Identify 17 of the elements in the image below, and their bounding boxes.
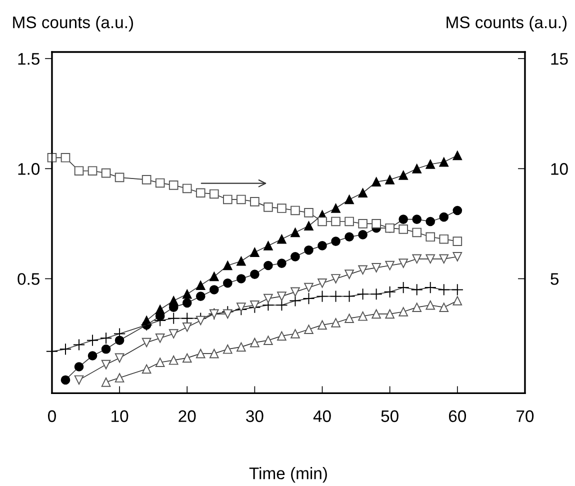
y2-tick-label: 5 bbox=[550, 273, 559, 285]
y2-axis-title: MS counts (a.u.) bbox=[446, 16, 567, 32]
x-tick-label: 50 bbox=[381, 410, 398, 422]
x-tick-label: 60 bbox=[448, 410, 466, 422]
x-tick-label: 10 bbox=[112, 410, 128, 422]
y-tick-label: 1.0 bbox=[18, 163, 40, 175]
x-tick-label: 70 bbox=[516, 410, 534, 422]
y2-tick-label: 10 bbox=[551, 163, 568, 175]
x-tick-label: 30 bbox=[246, 410, 264, 422]
y-axis-title: MS counts (a.u.) bbox=[13, 16, 134, 32]
x-tick-label: 0 bbox=[48, 410, 56, 422]
y-tick-label: 1.5 bbox=[18, 53, 40, 65]
x-tick-label: 40 bbox=[313, 410, 331, 422]
x-tick-label: 20 bbox=[178, 410, 196, 422]
y2-tick-label: 15 bbox=[551, 53, 568, 65]
y-tick-label: 0.5 bbox=[18, 273, 40, 285]
x-axis-title: Time (min) bbox=[249, 467, 327, 483]
